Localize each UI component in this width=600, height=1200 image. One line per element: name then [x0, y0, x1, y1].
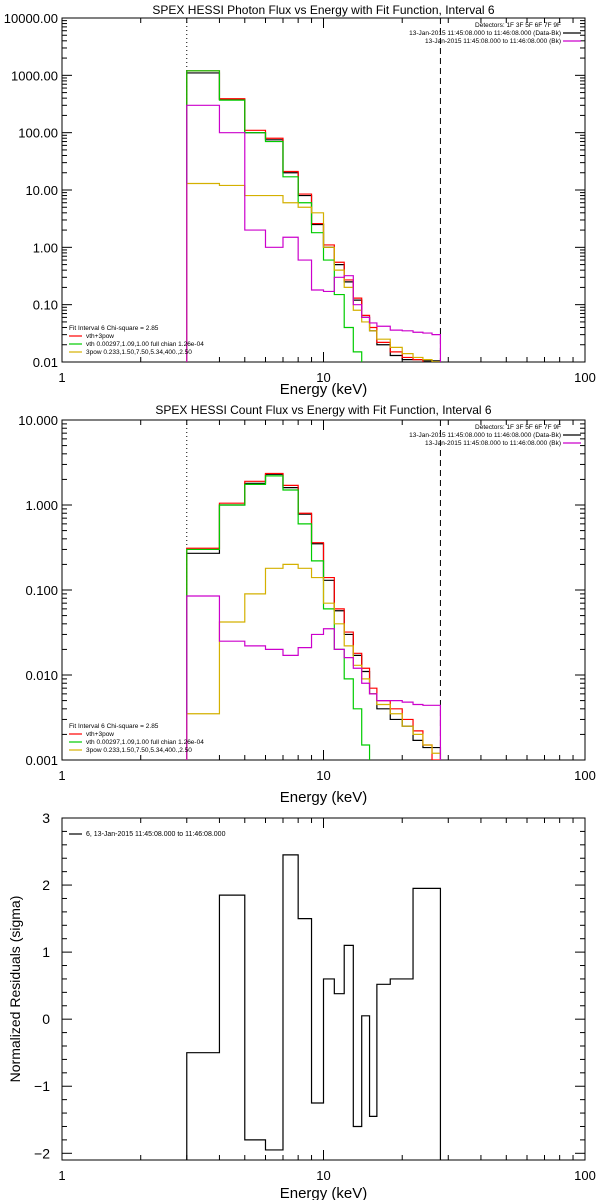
y-tick-label: 10.00: [25, 183, 58, 198]
chart-panel-2: SPEX HESSI Count Flux vs Energy with Fit…: [18, 403, 596, 806]
header-line: Detectors: 1F 3F 5F 6F 7F 9F: [475, 424, 561, 431]
header-line: 13-Jan-2015 11:45:08.000 to 11:46:08.000…: [425, 38, 561, 45]
y-tick-label: 0: [42, 1011, 50, 1027]
legend-entry: vth 0.00297,1.09,1.00 full chian 1.26e-0…: [86, 739, 204, 746]
header-line: 13-Jan-2015 11:45:08.000 to 11:46:08.000…: [409, 30, 561, 37]
y-tick-label: 10.000: [18, 413, 58, 428]
series-line-bk: [186, 104, 442, 362]
series-line-vth-3pow: [186, 70, 424, 362]
legend-entry: 3pow 0.233,1.50,7.50,5.34,400.,2.50: [86, 349, 192, 356]
series-line-vth: [186, 70, 363, 362]
y-tick-label: 1.00: [33, 240, 58, 255]
legend-entry: vth+3pow: [86, 731, 114, 738]
x-tick-label: 10: [316, 1168, 330, 1183]
legend-entry: vth+3pow: [86, 333, 114, 340]
series-line-6-13-jan-2015-11-45-08-000-to-11-46-08-000: [186, 854, 442, 1160]
y-tick-label: 0.10: [33, 298, 58, 313]
y-tick-label: 1.000: [25, 498, 58, 513]
series-line-bk: [186, 595, 442, 760]
y-axis-label: Normalized Residuals (sigma): [7, 896, 23, 1083]
series-line-vth-3pow: [186, 472, 442, 760]
chart-panel-1: SPEX HESSI Photon Flux vs Energy with Fi…: [4, 3, 596, 398]
x-tick-label: 100: [574, 1168, 596, 1183]
x-axis-label: Energy (keV): [280, 1185, 368, 1200]
y-tick-label: 0.001: [25, 753, 58, 768]
chart-title: SPEX HESSI Photon Flux vs Energy with Fi…: [152, 3, 494, 17]
y-tick-label: 0.100: [25, 583, 58, 598]
y-tick-label: 1: [42, 944, 50, 960]
x-tick-label: 100: [574, 768, 596, 783]
chart-title: SPEX HESSI Count Flux vs Energy with Fit…: [155, 403, 491, 417]
y-tick-label: 10000.00: [4, 11, 58, 26]
y-tick-label: 100.00: [18, 126, 58, 141]
series-line-3pow: [186, 182, 442, 362]
legend-entry: Fit Interval 6 Chi-square = 2.85: [69, 325, 159, 332]
series-line-vth: [186, 475, 371, 760]
y-tick-label: −1: [34, 1078, 50, 1094]
x-tick-label: 1: [58, 768, 65, 783]
series-line-3pow: [186, 563, 442, 760]
series-line-data-bk: [186, 473, 442, 760]
legend-entry: 3pow 0.233,1.50,7.50,5.34,400.,2.50: [86, 747, 192, 754]
header-line: 13-Jan-2015 11:45:08.000 to 11:46:08.000…: [409, 432, 561, 439]
y-tick-label: 0.010: [25, 668, 58, 683]
legend-entry: Fit Interval 6 Chi-square = 2.85: [69, 723, 159, 730]
x-tick-label: 10: [316, 768, 330, 783]
legend-entry: 6, 13-Jan-2015 11:45:08.000 to 11:46:08.…: [86, 831, 226, 838]
x-tick-label: 10: [316, 370, 330, 385]
y-tick-label: 0.01: [33, 355, 58, 370]
x-tick-label: 1: [58, 370, 65, 385]
header-line: Detectors: 1F 3F 5F 6F 7F 9F: [475, 22, 561, 29]
y-tick-label: 3: [42, 810, 50, 826]
x-tick-label: 1: [58, 1168, 65, 1183]
chart-panel-3: 1 10 100 −2 −1 0 1 2 3 Energy (keV) Normalized Res…: [7, 810, 596, 1200]
x-axis-label: Energy (keV): [280, 789, 368, 806]
x-tick-label: 100: [574, 370, 596, 385]
y-tick-label: −2: [34, 1145, 50, 1161]
legend-entry: vth 0.00297,1.09,1.00 full chian 1.26e-0…: [86, 341, 204, 348]
y-tick-label: 1000.00: [11, 68, 58, 83]
plot-frame: [61, 17, 586, 363]
series-line-data-bk: [186, 72, 442, 362]
y-tick-label: 2: [42, 877, 50, 893]
x-axis-label: Energy (keV): [280, 381, 368, 398]
header-line: 13-Jan-2015 11:45:08.000 to 11:46:08.000…: [425, 440, 561, 447]
